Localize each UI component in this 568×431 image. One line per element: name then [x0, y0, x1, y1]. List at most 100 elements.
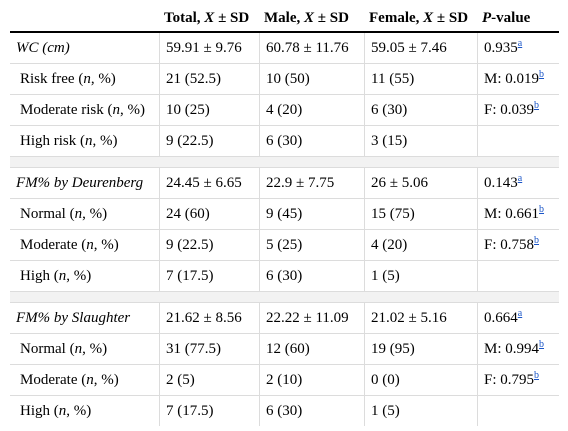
p-value-cell: F: 0.758b — [478, 230, 559, 261]
row-label: Risk free (n, %) — [10, 64, 160, 95]
p-value: M: 0.019 — [484, 70, 540, 87]
total-cell: 7 (17.5) — [160, 396, 260, 426]
row-label: Normal (n, %) — [10, 334, 160, 365]
male-cell: 4 (20) — [260, 95, 365, 126]
female-cell: 0 (0) — [365, 365, 478, 396]
footnote-link[interactable]: a — [517, 172, 523, 184]
table-row: Moderate (n, %) 2 (5) 2 (10) 0 (0) F: 0.795b — [10, 365, 559, 396]
section-row: FM% by Slaughter 21.62 ± 8.56 22.22 ± 11.0… — [10, 303, 559, 334]
footnote-link[interactable]: b — [539, 338, 545, 350]
p-value-cell: 0.664a — [478, 303, 559, 334]
table-row: High risk (n, %) 9 (22.5) 6 (30) 3 (15) — [10, 126, 559, 157]
female-cell: 11 (55) — [365, 64, 478, 95]
total-cell: 9 (22.5) — [160, 126, 260, 157]
row-label: High (n, %) — [10, 396, 160, 426]
female-cell: 26 ± 5.06 — [365, 168, 478, 199]
male-cell: 6 (30) — [260, 261, 365, 292]
section-name: FM% by Slaughter — [10, 303, 160, 334]
row-label: High risk (n, %) — [10, 126, 160, 157]
footnote-link[interactable]: a — [517, 37, 523, 49]
male-cell: 60.78 ± 11.76 — [260, 33, 365, 64]
female-cell: 1 (5) — [365, 261, 478, 292]
table-row: Normal (n, %) 24 (60) 9 (45) 15 (75) M: 0.66… — [10, 199, 559, 230]
table-body: WC (cm) 59.91 ± 9.76 60.78 ± 11.76 59.05 ± … — [10, 33, 559, 426]
p-value-cell: 0.143a — [478, 168, 559, 199]
footnote-link[interactable]: b — [534, 234, 540, 246]
male-cell: 6 (30) — [260, 126, 365, 157]
row-label: Moderate (n, %) — [10, 230, 160, 261]
section-name: FM% by Deurenberg — [10, 168, 160, 199]
p-value-cell: F: 0.795b — [478, 365, 559, 396]
header-female: Female, X ± SD — [365, 5, 478, 33]
total-cell: 2 (5) — [160, 365, 260, 396]
results-table: Total, X ± SD Male, X ± SD Female, X ± S… — [10, 5, 559, 426]
header-p-value: P-value — [478, 5, 559, 33]
male-cell: 22.22 ± 11.09 — [260, 303, 365, 334]
footnote-link[interactable]: b — [539, 68, 545, 80]
row-label: Moderate (n, %) — [10, 365, 160, 396]
total-cell: 21 (52.5) — [160, 64, 260, 95]
spacer-cell — [10, 157, 559, 168]
male-cell: 12 (60) — [260, 334, 365, 365]
male-cell: 22.9 ± 7.75 — [260, 168, 365, 199]
male-cell: 2 (10) — [260, 365, 365, 396]
female-cell: 59.05 ± 7.46 — [365, 33, 478, 64]
table-row: High (n, %) 7 (17.5) 6 (30) 1 (5) — [10, 396, 559, 426]
row-label: Normal (n, %) — [10, 199, 160, 230]
total-cell: 21.62 ± 8.56 — [160, 303, 260, 334]
footnote-link[interactable]: b — [539, 203, 545, 215]
female-cell: 3 (15) — [365, 126, 478, 157]
table-row: Moderate (n, %) 9 (22.5) 5 (25) 4 (20) F: 0.… — [10, 230, 559, 261]
table-row: Risk free (n, %) 21 (52.5) 10 (50) 11 (55) M… — [10, 64, 559, 95]
footnote-link[interactable]: b — [534, 369, 540, 381]
table-row: Normal (n, %) 31 (77.5) 12 (60) 19 (95) M: 0… — [10, 334, 559, 365]
total-cell: 10 (25) — [160, 95, 260, 126]
table-row: Moderate risk (n, %) 10 (25) 4 (20) 6 (30) F… — [10, 95, 559, 126]
spacer-cell — [10, 292, 559, 303]
male-cell: 10 (50) — [260, 64, 365, 95]
header-male: Male, X ± SD — [260, 5, 365, 33]
female-cell: 19 (95) — [365, 334, 478, 365]
header-variable — [10, 5, 160, 33]
male-cell: 5 (25) — [260, 230, 365, 261]
p-value: F: 0.758 — [484, 236, 535, 253]
section-row: WC (cm) 59.91 ± 9.76 60.78 ± 11.76 59.05 ± … — [10, 33, 559, 64]
total-cell: 24.45 ± 6.65 — [160, 168, 260, 199]
section-name: WC (cm) — [10, 33, 160, 64]
p-value: 0.664 — [484, 309, 518, 326]
p-value-cell: M: 0.661b — [478, 199, 559, 230]
p-value: M: 0.994 — [484, 340, 540, 357]
p-value-cell: F: 0.039b — [478, 95, 559, 126]
header-row: Total, X ± SD Male, X ± SD Female, X ± S… — [10, 5, 559, 33]
male-cell: 6 (30) — [260, 396, 365, 426]
p-value-cell — [478, 396, 559, 426]
total-cell: 31 (77.5) — [160, 334, 260, 365]
p-value: M: 0.661 — [484, 205, 540, 222]
row-label: High (n, %) — [10, 261, 160, 292]
total-cell: 7 (17.5) — [160, 261, 260, 292]
row-label: Moderate risk (n, %) — [10, 95, 160, 126]
female-cell: 1 (5) — [365, 396, 478, 426]
header-total: Total, X ± SD — [160, 5, 260, 33]
p-value: 0.935 — [484, 39, 518, 56]
female-cell: 4 (20) — [365, 230, 478, 261]
p-value-cell: 0.935a — [478, 33, 559, 64]
p-value-cell: M: 0.994b — [478, 334, 559, 365]
total-cell: 59.91 ± 9.76 — [160, 33, 260, 64]
table-row: High (n, %) 7 (17.5) 6 (30) 1 (5) — [10, 261, 559, 292]
p-value-cell: M: 0.019b — [478, 64, 559, 95]
total-cell: 24 (60) — [160, 199, 260, 230]
female-cell: 21.02 ± 5.16 — [365, 303, 478, 334]
section-spacer — [10, 292, 559, 303]
total-cell: 9 (22.5) — [160, 230, 260, 261]
p-value: 0.143 — [484, 174, 518, 191]
p-value-cell — [478, 126, 559, 157]
p-value: F: 0.039 — [484, 101, 535, 118]
footnote-link[interactable]: a — [517, 307, 523, 319]
footnote-link[interactable]: b — [534, 99, 540, 111]
section-spacer — [10, 157, 559, 168]
female-cell: 15 (75) — [365, 199, 478, 230]
p-value: F: 0.795 — [484, 371, 535, 388]
male-cell: 9 (45) — [260, 199, 365, 230]
p-value-cell — [478, 261, 559, 292]
